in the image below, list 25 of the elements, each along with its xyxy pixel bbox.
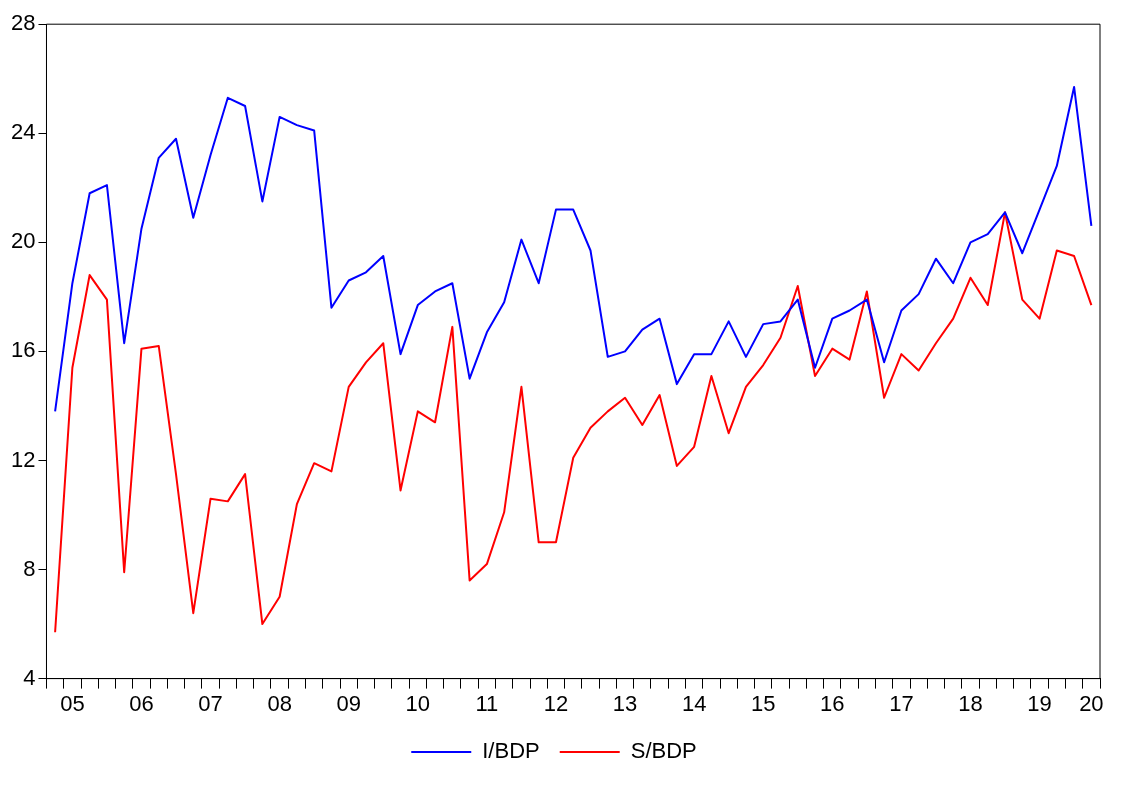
x-tick-label: 12 [543, 690, 569, 716]
y-tick-label: 20 [10, 228, 36, 254]
legend-label: S/BDP [630, 738, 697, 764]
legend-label: I/BDP [482, 738, 540, 764]
y-tick-label: 16 [10, 337, 36, 363]
x-tick-label: 16 [820, 690, 845, 716]
x-tick-label: 10 [405, 690, 431, 716]
x-tick-label: 06 [129, 690, 154, 716]
y-tick-label: 4 [23, 664, 36, 690]
x-tick-label: 17 [889, 690, 914, 716]
x-tick-label: 08 [267, 690, 292, 716]
x-tick-label: 19 [1027, 690, 1052, 716]
x-tick-label: 11 [475, 690, 499, 716]
y-tick-label: 28 [10, 10, 36, 36]
x-tick-label: 09 [336, 690, 361, 716]
x-tick-label: 13 [612, 690, 638, 716]
x-tick-label: 05 [60, 690, 85, 716]
y-tick-label: 12 [10, 446, 36, 472]
y-tick-label: 24 [10, 119, 36, 145]
x-tick-label: 18 [958, 690, 983, 716]
x-tick-label: 15 [750, 690, 776, 716]
y-tick-label: 8 [23, 555, 36, 581]
x-tick-label: 07 [198, 690, 223, 716]
x-tick-label: 14 [681, 690, 707, 716]
x-tick-label: 20 [1079, 690, 1104, 716]
